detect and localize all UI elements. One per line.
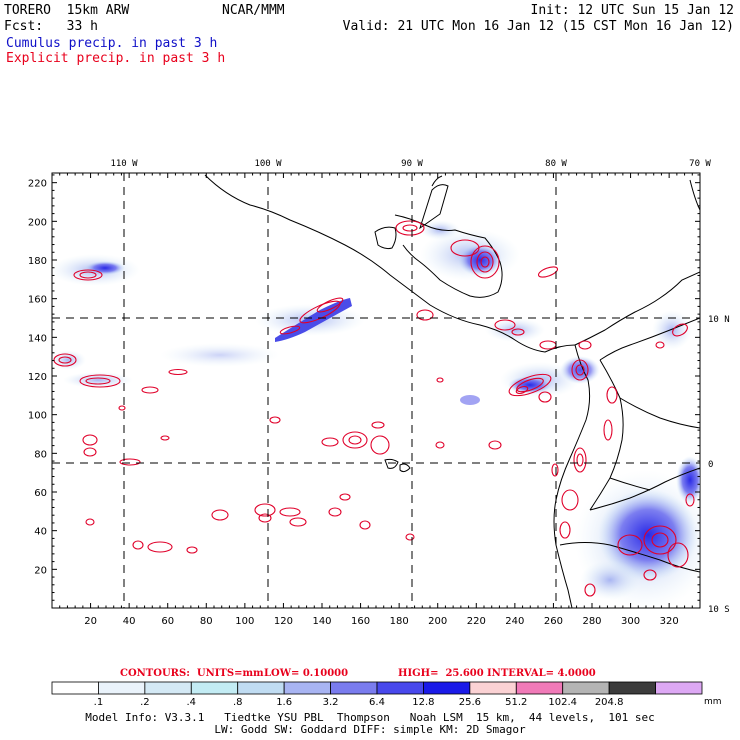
model-info-line1: Model Info: V3.3.1 Tiedtke YSU PBL Thomp… bbox=[85, 711, 655, 724]
x-tick-label: 320 bbox=[660, 616, 679, 627]
x-tick-labels: 20 40 60 80 100 120 140 160 180 200 220 240 260 280 30… bbox=[84, 616, 678, 627]
axis-ticks bbox=[52, 173, 701, 608]
lat-label-10n: 10 N bbox=[708, 315, 730, 325]
lon-label-80w: 80 W bbox=[545, 159, 567, 169]
colorbar-label: .4 bbox=[187, 697, 197, 708]
organization: NCAR/MMM bbox=[222, 3, 285, 18]
contours-units: CONTOURS: UNITS=mm bbox=[120, 668, 264, 679]
x-tick-label: 40 bbox=[123, 616, 136, 627]
colorbar-swatch bbox=[190, 681, 239, 695]
lon-label-70w: 70 W bbox=[689, 159, 711, 169]
colorbar-swatch bbox=[283, 681, 331, 695]
x-tick-label: 220 bbox=[467, 616, 486, 627]
valid-time: Valid: 21 UTC Mon 16 Jan 12 (15 CST Mon … bbox=[342, 19, 734, 34]
y-tick-label: 120 bbox=[28, 372, 47, 383]
colorbar-swatch bbox=[608, 681, 656, 695]
colorbar-label: 51.2 bbox=[505, 697, 527, 708]
x-tick-label: 80 bbox=[200, 616, 213, 627]
y-tick-label: 220 bbox=[28, 179, 47, 190]
colorbar-label: 25.6 bbox=[459, 697, 481, 708]
y-tick-label: 180 bbox=[28, 256, 47, 267]
colorbar-label: 6.4 bbox=[369, 697, 385, 708]
colorbar bbox=[51, 681, 703, 695]
lon-label-110w: 110 W bbox=[110, 159, 138, 169]
forecast-hour: Fcst: 33 h bbox=[4, 19, 98, 34]
colorbar-swatch bbox=[562, 681, 610, 695]
colorbar-label: .8 bbox=[233, 697, 243, 708]
x-tick-label: 260 bbox=[544, 616, 563, 627]
lon-label-90w: 90 W bbox=[401, 159, 423, 169]
x-tick-label: 200 bbox=[428, 616, 447, 627]
colorbar-swatch bbox=[330, 681, 378, 695]
x-tick-label: 160 bbox=[351, 616, 370, 627]
model-title: TORERO 15km ARW bbox=[4, 3, 130, 18]
x-tick-label: 180 bbox=[390, 616, 409, 627]
cumulus-precip-shading bbox=[52, 220, 700, 608]
colorbar-label: 3.2 bbox=[323, 697, 339, 708]
x-tick-label: 60 bbox=[161, 616, 174, 627]
x-tick-label: 20 bbox=[84, 616, 97, 627]
y-tick-label: 20 bbox=[34, 565, 47, 576]
lon-label-100w: 100 W bbox=[254, 159, 282, 169]
y-tick-label: 100 bbox=[28, 411, 47, 422]
colorbar-swatch bbox=[144, 681, 192, 695]
x-tick-label: 240 bbox=[505, 616, 524, 627]
y-tick-label: 60 bbox=[34, 488, 47, 499]
colorbar-swatch bbox=[655, 681, 703, 695]
coastlines bbox=[204, 174, 700, 608]
colorbar-unit: mm bbox=[704, 697, 722, 707]
colorbar-label: 102.4 bbox=[548, 697, 577, 708]
explicit-precip-contours bbox=[53, 220, 695, 597]
x-tick-label: 300 bbox=[621, 616, 640, 627]
colorbar-swatch bbox=[469, 681, 517, 695]
y-tick-label: 200 bbox=[28, 217, 47, 228]
explicit-precip-label: Explicit precip. in past 3 h bbox=[6, 51, 226, 66]
model-info-line2: LW: Godd SW: Goddard DIFF: simple KM: 2D… bbox=[214, 723, 526, 736]
colorbar-label: 204.8 bbox=[595, 697, 624, 708]
x-tick-label: 100 bbox=[235, 616, 254, 627]
colorbar-swatch bbox=[515, 681, 564, 695]
colorbar-swatch bbox=[376, 681, 424, 695]
colorbar-swatch bbox=[237, 681, 285, 695]
colorbar-label: 12.8 bbox=[412, 697, 434, 708]
y-tick-label: 140 bbox=[28, 333, 47, 344]
contours-interval: INTERVAL= 4.0000 bbox=[487, 668, 596, 679]
colorbar-swatch bbox=[51, 681, 99, 695]
colorbar-label: 1.6 bbox=[276, 697, 292, 708]
init-time: Init: 12 UTC Sun 15 Jan 12 bbox=[530, 3, 735, 18]
x-tick-label: 140 bbox=[312, 616, 331, 627]
y-tick-label: 80 bbox=[34, 449, 47, 460]
contours-low: LOW= 0.10000 bbox=[264, 668, 349, 679]
colorbar-label: .2 bbox=[140, 697, 150, 708]
colorbar-swatch bbox=[423, 681, 471, 695]
y-tick-label: 160 bbox=[28, 295, 47, 306]
colorbar-swatch bbox=[98, 681, 146, 695]
x-tick-label: 280 bbox=[582, 616, 601, 627]
lat-label-10s: 10 S bbox=[708, 605, 730, 615]
contours-high: HIGH= 25.600 bbox=[398, 668, 484, 679]
lat-lon-grid bbox=[52, 173, 700, 608]
x-tick-label: 120 bbox=[274, 616, 293, 627]
y-tick-label: 40 bbox=[34, 527, 47, 538]
colorbar-label: .1 bbox=[94, 697, 104, 708]
lat-label-0: 0 bbox=[708, 460, 713, 470]
y-tick-labels: 20 40 60 80 100 120 140 160 180 200 220 bbox=[28, 179, 47, 577]
colorbar-labels: .1 .2 .4 .8 1.6 3.2 6.4 12.8 25.6 51.2 102.4 204.8 bbox=[94, 697, 624, 708]
cumulus-precip-label: Cumulus precip. in past 3 h bbox=[6, 36, 218, 51]
